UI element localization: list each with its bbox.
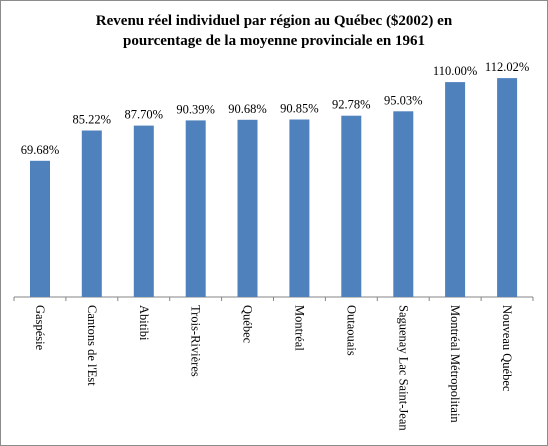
data-label: 85.22%: [73, 113, 112, 127]
bar: [185, 120, 206, 298]
category-label: Montréal Métropolitain: [448, 305, 462, 423]
chart-title-line-1: Revenu réel individuel par région au Qué…: [95, 13, 453, 29]
category-label: Gaspésie: [33, 305, 47, 351]
bar: [341, 115, 362, 297]
data-label: 90.85%: [280, 102, 319, 116]
data-label: 90.68%: [228, 102, 267, 116]
category-label: Outaouais: [344, 305, 358, 356]
data-label: 112.02%: [485, 60, 529, 74]
bar: [393, 111, 414, 297]
category-label: Nouveau Québec: [500, 305, 514, 392]
data-label: 69.68%: [21, 143, 60, 157]
category-label: Québec: [241, 305, 255, 344]
bar: [289, 119, 310, 297]
chart-title: Revenu réel individuel par région au Qué…: [1, 11, 547, 51]
data-label: 92.78%: [332, 98, 371, 112]
category-label: Montréal: [292, 305, 306, 351]
category-label: Trois-Rivières: [189, 305, 203, 377]
bar: [133, 125, 154, 297]
bar: [30, 160, 50, 297]
category-label: Cantons de l'Est: [85, 305, 99, 386]
data-label: 87.70%: [125, 108, 164, 122]
category-label: Saguenay Lac Saint-Jean: [396, 305, 410, 431]
data-label: 95.03%: [384, 93, 423, 107]
bar: [81, 130, 102, 297]
category-label: Abitibi: [137, 305, 151, 341]
data-label: 110.00%: [433, 64, 477, 78]
chart-title-line-2: pourcentage de la moyenne provinciale en…: [123, 33, 425, 49]
data-label: 90.39%: [176, 102, 215, 116]
bar: [237, 119, 258, 297]
bar: [445, 82, 466, 297]
bar: [497, 78, 518, 297]
